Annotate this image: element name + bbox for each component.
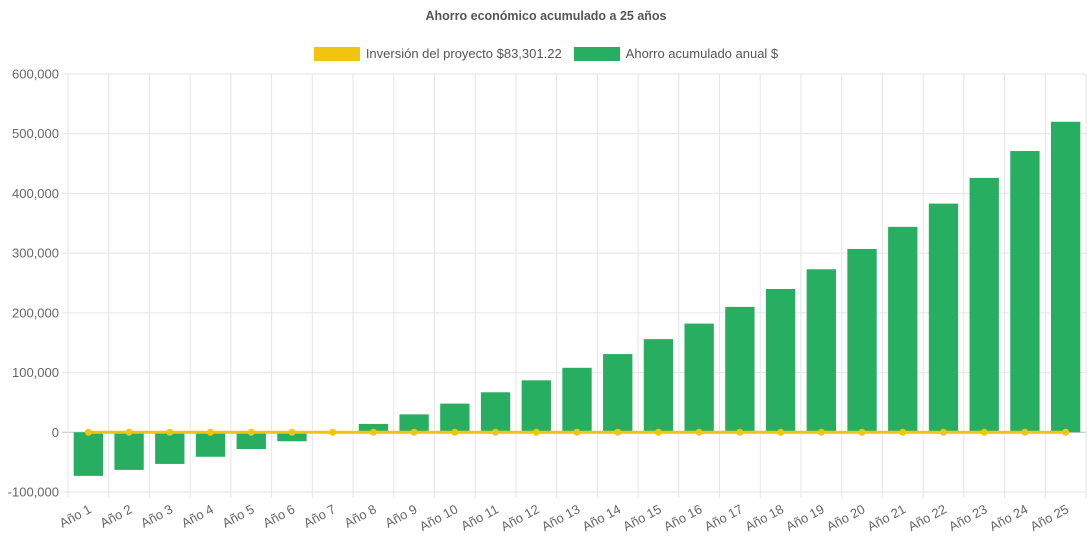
bar-ahorro — [155, 432, 185, 464]
point-inversion — [207, 428, 215, 436]
point-inversion — [451, 428, 459, 436]
bar-ahorro — [195, 432, 226, 457]
bar-ahorro — [847, 248, 877, 433]
x-tick-label: Año 15 — [620, 501, 663, 534]
x-tick-label: Año 24 — [987, 501, 1030, 534]
x-tick-label: Año 14 — [580, 501, 623, 534]
bar-ahorro — [73, 432, 104, 476]
x-tick-label: Año 5 — [220, 501, 257, 530]
point-inversion — [654, 428, 662, 436]
y-tick-label: 100,000 — [12, 365, 59, 380]
x-tick-label: Año 2 — [97, 501, 134, 530]
bar-ahorro — [684, 323, 714, 433]
x-tick-label: Año 22 — [905, 501, 948, 534]
point-inversion — [410, 428, 418, 436]
point-inversion — [125, 428, 133, 436]
y-tick-label: -100,000 — [8, 485, 59, 500]
x-tick-label: Año 18 — [743, 501, 786, 534]
x-tick-label: Año 8 — [342, 501, 379, 530]
bar-ahorro — [399, 414, 429, 433]
bar-ahorro — [480, 392, 511, 433]
y-tick-label: 300,000 — [12, 246, 59, 261]
point-inversion — [532, 428, 540, 436]
x-tick-label: Año 12 — [498, 501, 541, 534]
x-tick-label: Año 6 — [260, 501, 297, 530]
point-inversion — [84, 428, 92, 436]
legend-swatch-investment — [313, 46, 360, 61]
bar-ahorro — [969, 177, 999, 433]
bar-ahorro — [358, 423, 389, 433]
bar-ahorro — [806, 269, 836, 433]
bar-ahorro — [562, 367, 592, 433]
x-tick-label: Año 19 — [783, 501, 826, 534]
bar-ahorro — [277, 432, 307, 442]
point-inversion — [1062, 428, 1070, 436]
x-tick-label: Año 17 — [702, 501, 745, 534]
point-inversion — [777, 428, 785, 436]
bar-ahorro — [643, 339, 674, 433]
y-tick-label: 500,000 — [12, 126, 59, 141]
bar-ahorro — [888, 226, 918, 433]
point-inversion — [166, 428, 174, 436]
x-tick-label: Año 11 — [458, 501, 501, 533]
x-tick-label: Año 20 — [824, 501, 867, 534]
x-tick-label: Año 1 — [57, 501, 94, 530]
point-inversion — [247, 428, 255, 436]
point-inversion — [939, 428, 947, 436]
bar-ahorro — [440, 403, 470, 433]
x-tick-label: Año 16 — [661, 501, 704, 534]
x-tick-label: Año 21 — [865, 501, 908, 534]
y-tick-label: 200,000 — [12, 305, 59, 320]
legend-label-investment: Inversión del proyecto $83,301.22 — [365, 46, 562, 61]
point-inversion — [1021, 428, 1029, 436]
bar-ahorro — [1010, 151, 1040, 433]
legend-label-savings: Ahorro acumulado anual $ — [625, 46, 779, 61]
point-inversion — [899, 428, 907, 436]
x-tick-label: Año 4 — [179, 501, 216, 530]
point-inversion — [736, 428, 744, 436]
legend-item-savings[interactable]: Ahorro acumulado anual $ — [573, 46, 779, 61]
y-tick-label: 0 — [52, 425, 59, 440]
legend-swatch-savings — [573, 46, 620, 61]
x-tick-label: Año 7 — [301, 501, 338, 530]
bar-ahorro — [765, 288, 796, 433]
y-tick-label: 600,000 — [12, 67, 59, 82]
point-inversion — [858, 428, 866, 436]
y-tick-label: 400,000 — [12, 186, 59, 201]
x-tick-label: Año 9 — [382, 501, 419, 530]
chart-legend: Inversión del proyecto $83,301.22 Ahorro… — [0, 46, 1092, 61]
bar-ahorro — [1050, 121, 1081, 433]
bar-ahorro — [236, 432, 266, 450]
chart-title: Ahorro económico acumulado a 25 años — [425, 9, 667, 23]
x-tick-label: Año 23 — [946, 501, 989, 534]
x-tick-label: Año 13 — [539, 501, 582, 534]
point-inversion — [288, 428, 296, 436]
bar-ahorro — [521, 380, 551, 433]
bar-ahorro — [725, 306, 755, 433]
bar-ahorro — [114, 432, 144, 470]
legend-item-investment[interactable]: Inversión del proyecto $83,301.22 — [313, 46, 562, 61]
bar-ahorro — [928, 203, 959, 433]
x-tick-label: Año 10 — [417, 501, 460, 534]
bar-ahorro — [603, 354, 633, 433]
x-tick-label: Año 3 — [138, 501, 175, 530]
point-inversion — [329, 428, 337, 436]
point-inversion — [369, 428, 377, 436]
point-inversion — [695, 428, 703, 436]
point-inversion — [817, 428, 825, 436]
point-inversion — [573, 428, 581, 436]
x-tick-label: Año 25 — [1028, 501, 1071, 534]
point-inversion — [980, 428, 988, 436]
point-inversion — [492, 428, 500, 436]
point-inversion — [614, 428, 622, 436]
